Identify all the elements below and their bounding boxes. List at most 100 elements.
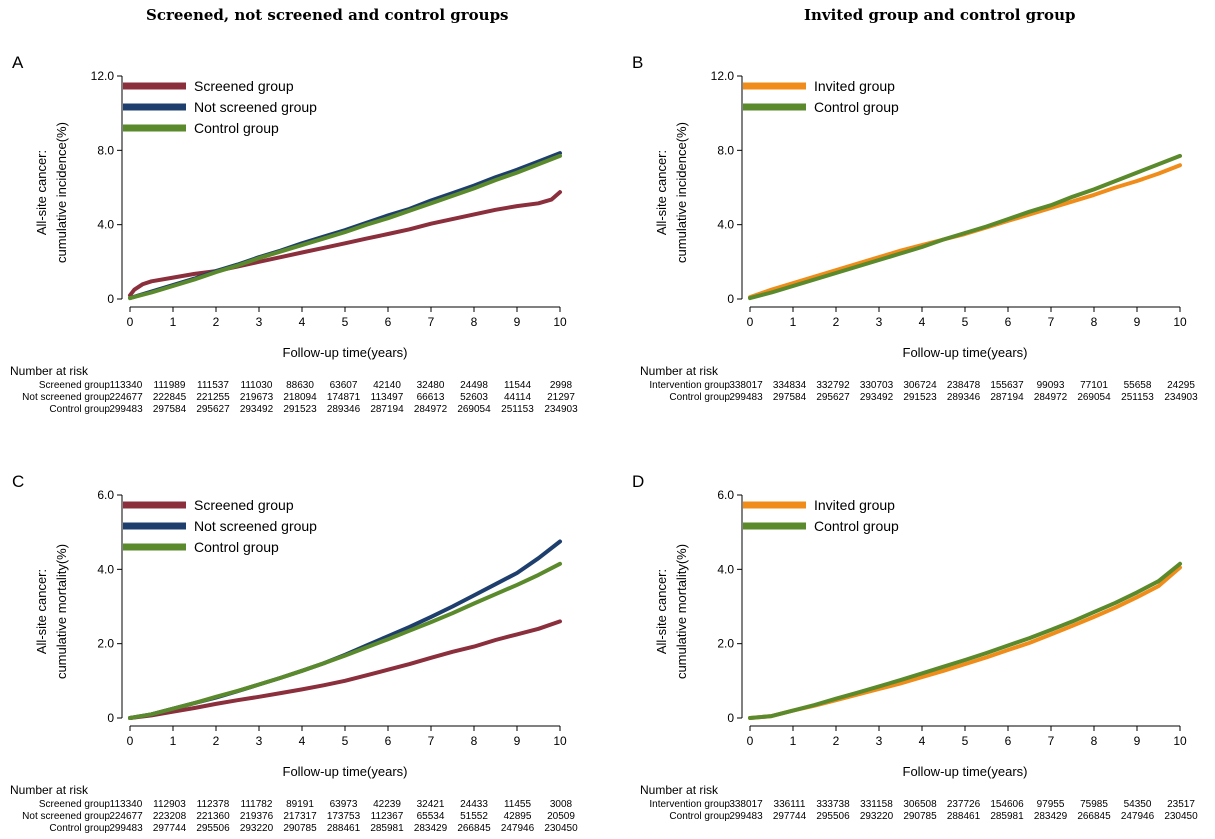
panel-d-risk-value: 97955 <box>1037 799 1065 810</box>
panel-c-x-tick-label: 7 <box>428 734 435 748</box>
panel-b-x-tick-label: 1 <box>790 315 797 329</box>
panel-c-risk-row-label: Not screened group <box>22 811 110 822</box>
panel-b-risk-row-label: Intervention group <box>649 380 730 391</box>
panel-a-risk-value: 174871 <box>327 392 361 403</box>
panel-a-y-tick-label: 0 <box>107 292 114 306</box>
left-column-heading: Screened, not screened and control group… <box>146 6 509 24</box>
panel-d-risk-value: 333738 <box>816 799 850 810</box>
panel-c-risk-value: 112378 <box>197 799 230 810</box>
panel-c-x-tick-label: 8 <box>471 734 478 748</box>
panel-c-x-tick-label: 10 <box>553 734 567 748</box>
panel-b-x-tick-label: 10 <box>1173 315 1187 329</box>
panel-a-risk-value: 289346 <box>327 404 361 415</box>
panel-b-risk-value: 293492 <box>860 392 894 403</box>
panel-a-risk-value: 111537 <box>197 380 229 391</box>
panel-c-series-line-3 <box>128 561 562 720</box>
panel-c-risk-value: 89191 <box>286 799 314 810</box>
panel-d-x-tick-label: 5 <box>962 734 969 748</box>
panel-a-risk-value: 297584 <box>153 404 187 415</box>
panel-b-legend-label-2: Control group <box>814 99 899 115</box>
panel-d-legend-label-2: Control group <box>814 518 899 534</box>
panel-a-risk-value: 42140 <box>373 380 401 391</box>
panel-c-risk-value: 247946 <box>501 823 535 834</box>
panel-a-risk-value: 88630 <box>286 380 314 391</box>
panel-d-risk-value: 75985 <box>1080 799 1108 810</box>
panel-b-risk-value: 77101 <box>1080 380 1108 391</box>
panel-c-risk-value: 295506 <box>196 823 230 834</box>
panel-c-risk-value: 112367 <box>371 811 404 822</box>
panel-a-risk-value: 287194 <box>370 404 404 415</box>
panel-c-y-axis-title-line2: cumulative mortality(%) <box>54 544 69 679</box>
panel-c-risk-value: 173753 <box>327 811 361 822</box>
panel-a-risk-value: 234903 <box>544 404 578 415</box>
panel-c-risk-row-label: Control group <box>49 823 110 834</box>
right-column-heading: Invited group and control group <box>804 6 1076 24</box>
panel-d-risk-value: 293220 <box>860 811 894 822</box>
panel-c-x-tick-label: 0 <box>127 734 134 748</box>
panel-d-x-tick-label: 9 <box>1134 734 1141 748</box>
panel-b-x-tick-label: 9 <box>1134 315 1141 329</box>
panel-a-x-tick-label: 0 <box>127 315 134 329</box>
panel-a-x-tick-label: 5 <box>342 315 349 329</box>
panel-a-y-tick-label: 8.0 <box>97 143 114 157</box>
panel-c-risk-value: 112903 <box>153 799 186 810</box>
panel-c-y-tick-label: 2.0 <box>97 637 114 651</box>
panel-a-x-tick-label: 1 <box>170 315 177 329</box>
panel-a-x-tick-label: 10 <box>553 315 567 329</box>
panel-c-risk-value: 111782 <box>241 799 273 810</box>
panel-d-risk-value: 331158 <box>860 799 893 810</box>
panel-d-risk-row-label: Control group <box>669 811 730 822</box>
panel-d-risk-title: Number at risk <box>640 783 719 797</box>
panel-a-risk-value: 284972 <box>414 404 448 415</box>
panel-b-risk-value: 332792 <box>816 380 850 391</box>
panel-c-x-tick-label: 9 <box>514 734 521 748</box>
panel-d-x-tick-label: 6 <box>1005 734 1012 748</box>
panel-a-risk-value: 113497 <box>371 392 404 403</box>
panel-a-legend-label-3: Control group <box>194 120 279 136</box>
panel-a-x-tick-label: 7 <box>428 315 435 329</box>
panel-c-y-tick-label: 0 <box>107 711 114 725</box>
panel-c-risk-value: 230450 <box>544 823 578 834</box>
panel-c-risk-value: 297744 <box>153 823 187 834</box>
panel-c-risk-value: 113340 <box>110 799 143 810</box>
panel-c-risk-value: 51552 <box>460 811 488 822</box>
panel-d-y-tick-label: 0 <box>727 711 734 725</box>
panel-a-series-line-3 <box>128 153 562 301</box>
panel-b-risk-value: 99093 <box>1037 380 1065 391</box>
panel-c-risk-value: 42239 <box>373 799 401 810</box>
panel-c-letter: C <box>12 472 24 491</box>
panel-b-risk-value: 55658 <box>1124 380 1152 391</box>
panel-a-risk-value: 111030 <box>241 380 273 391</box>
panel-d-letter: D <box>632 472 644 491</box>
panel-a-x-tick-label: 9 <box>514 315 521 329</box>
panel-c-risk-value: 63973 <box>330 799 358 810</box>
panel-c-risk-value: 42895 <box>504 811 532 822</box>
panel-c-risk-value: 217317 <box>283 811 317 822</box>
panel-b-x-tick-label: 5 <box>962 315 969 329</box>
panel-a-risk-value: 32480 <box>417 380 445 391</box>
panel-c-risk-value: 65534 <box>417 811 445 822</box>
panel-d-risk-value: 54350 <box>1124 799 1152 810</box>
panel-b-risk-value: 269054 <box>1077 392 1111 403</box>
panel-c-x-tick-label: 6 <box>385 734 392 748</box>
panel-a-risk-value: 295627 <box>196 404 230 415</box>
panel-a-risk-value: 11544 <box>504 380 532 391</box>
panel-d-y-axis-title-line1: All-site cancer: <box>654 569 669 654</box>
panel-d-series-line-1 <box>748 565 1182 720</box>
panel-c-legend-label-1: Screened group <box>194 497 294 513</box>
panel-c-risk-value: 224677 <box>109 811 143 822</box>
panel-a-risk-title: Number at risk <box>10 364 89 378</box>
panel-c-x-tick-label: 2 <box>213 734 220 748</box>
panel-a-legend-label-2: Not screened group <box>194 99 317 115</box>
panel-c-risk-value: 283429 <box>414 823 448 834</box>
panel-c-risk-value: 11455 <box>504 799 532 810</box>
panel-b-x-tick-label: 3 <box>876 315 883 329</box>
panel-b-risk-value: 338017 <box>729 380 763 391</box>
panel-a-x-tick-label: 6 <box>385 315 392 329</box>
panel-b-risk-value: 251153 <box>1121 392 1154 403</box>
panel-b-legend-label-1: Invited group <box>814 78 895 94</box>
panel-b-y-axis-title-line1: All-site cancer: <box>654 150 669 235</box>
panel-a-risk-value: 21297 <box>547 392 575 403</box>
panel-b-x-axis-title: Follow-up time(years) <box>903 345 1028 360</box>
panel-b-risk-value: 295627 <box>816 392 850 403</box>
